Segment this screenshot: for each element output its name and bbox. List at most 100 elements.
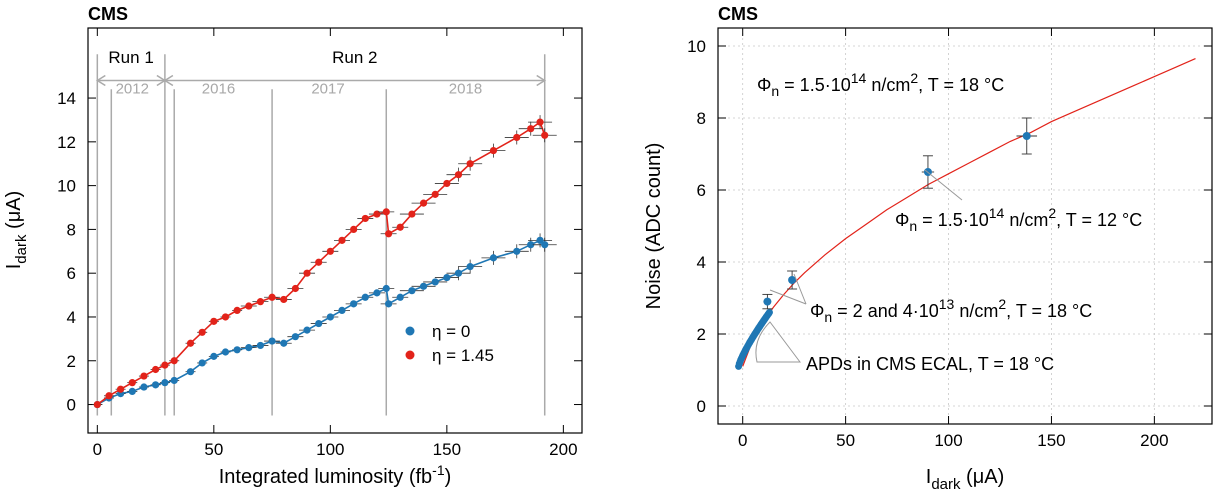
data-point-1 <box>536 118 544 126</box>
irradiated-data-point <box>763 297 772 306</box>
data-point-1 <box>350 225 358 234</box>
data-point-0 <box>256 341 265 350</box>
data-point-1 <box>128 379 136 387</box>
run-label: Run 1 <box>108 48 153 67</box>
y-tick-label: 12 <box>57 133 76 152</box>
data-point-0 <box>315 319 323 328</box>
x-tick-label: 100 <box>934 431 962 450</box>
right-grid <box>718 28 1212 424</box>
data-point-1 <box>466 160 474 168</box>
left-y-axis-label: Idark (μA) <box>3 191 30 270</box>
y-tick-label: 10 <box>687 37 706 56</box>
annotation-apd-ecal: APDs in CMS ECAL, T = 18 °C <box>806 354 1054 374</box>
y-tick-label: 4 <box>697 253 706 272</box>
callout-line-fluence-a <box>769 289 807 305</box>
right-chart: CMS 0 50 100 150 200 0 2 4 6 8 10 Φn = 1.5·1014 n… <box>643 4 1213 493</box>
data-point-0 <box>233 346 241 354</box>
data-point-0 <box>303 326 311 334</box>
legend-label-eta-145: η = 1.45 <box>432 346 494 365</box>
data-point-1 <box>256 298 265 306</box>
data-point-0 <box>419 282 428 290</box>
x-tick-label: 0 <box>93 440 102 459</box>
data-point-0 <box>186 368 195 376</box>
right-series-group <box>735 58 1196 370</box>
left-x-axis-label: Integrated luminosity (fb-1) <box>219 462 452 488</box>
data-point-1 <box>303 269 311 277</box>
data-point-1 <box>443 179 451 188</box>
callout-line-fluence-b <box>793 273 807 305</box>
x-tick-label: 0 <box>738 431 747 450</box>
data-point-1 <box>233 306 241 315</box>
data-point-0 <box>280 339 288 347</box>
data-point-1 <box>210 317 218 325</box>
left-series-group <box>92 115 557 409</box>
data-point-1 <box>489 146 498 155</box>
data-point-1 <box>513 133 521 142</box>
y-tick-label: 4 <box>67 308 76 327</box>
data-point-0 <box>466 263 474 271</box>
data-point-0 <box>291 333 299 341</box>
data-point-0 <box>527 241 535 249</box>
irradiated-data-point <box>788 276 797 284</box>
data-point-0 <box>454 269 463 277</box>
data-point-0 <box>408 287 416 295</box>
right-cms-label: CMS <box>718 4 758 24</box>
data-point-0 <box>210 352 218 360</box>
data-point-0 <box>326 313 334 321</box>
right-x-ticks: 0 50 100 150 200 <box>738 28 1169 450</box>
y-tick-label: 6 <box>67 264 76 283</box>
data-point-0 <box>221 348 230 356</box>
run-arrow-head-left <box>163 74 174 87</box>
data-point-1 <box>541 131 549 139</box>
legend-label-eta-0: η = 0 <box>432 322 470 341</box>
y-tick-label: 6 <box>697 181 706 200</box>
data-point-0 <box>489 254 498 262</box>
data-point-1 <box>105 392 113 400</box>
data-point-0 <box>361 293 369 301</box>
year-label: 2018 <box>449 81 482 98</box>
data-point-0 <box>431 278 439 286</box>
x-tick-label: 50 <box>836 431 855 450</box>
data-point-1 <box>245 302 253 310</box>
data-point-0 <box>541 241 549 249</box>
left-x-ticks: 0 50 100 150 200 <box>93 28 578 459</box>
left-y-ticks: 0 2 4 6 8 10 12 14 <box>57 89 582 415</box>
data-point-1 <box>396 223 404 231</box>
annotation-fluence-18c: Φn = 1.5·1014 n/cm2, T = 18 °C <box>757 70 1004 99</box>
data-point-0 <box>396 293 404 301</box>
data-point-1 <box>408 210 416 218</box>
data-point-1 <box>384 230 393 238</box>
data-point-0 <box>443 273 451 282</box>
data-point-0 <box>151 381 160 389</box>
data-point-1 <box>198 328 206 336</box>
data-point-1 <box>186 339 195 347</box>
x-tick-label: 50 <box>204 440 223 459</box>
data-point-1 <box>280 295 288 304</box>
data-point-1 <box>117 385 125 393</box>
data-point-1 <box>527 125 535 133</box>
data-point-1 <box>419 199 428 207</box>
data-point-1 <box>454 171 463 179</box>
data-point-0 <box>384 300 393 308</box>
data-point-1 <box>382 208 390 216</box>
x-tick-label: 150 <box>1037 431 1065 450</box>
right-x-axis-label: Idark (μA) <box>926 466 1005 493</box>
y-tick-label: 2 <box>697 325 706 344</box>
right-plot-frame <box>717 27 1213 425</box>
data-point-1 <box>291 284 299 293</box>
legend-marker-eta-145 <box>405 350 415 360</box>
data-point-1 <box>93 400 101 409</box>
annotation-fluence-12c: Φn = 1.5·1014 n/cm2, T = 12 °C <box>895 205 1142 234</box>
data-point-1 <box>315 258 323 266</box>
data-point-0 <box>338 306 346 315</box>
left-cms-label: CMS <box>88 4 128 24</box>
y-tick-label: 0 <box>697 397 706 416</box>
right-y-axis-label: Noise (ADC count) <box>643 143 665 310</box>
run-arrow-head-right <box>536 74 547 87</box>
year-label: 2016 <box>202 81 235 98</box>
data-point-1 <box>361 214 369 223</box>
data-point-0 <box>170 376 178 385</box>
callout-line-12c <box>924 169 963 201</box>
data-point-1 <box>161 361 169 369</box>
